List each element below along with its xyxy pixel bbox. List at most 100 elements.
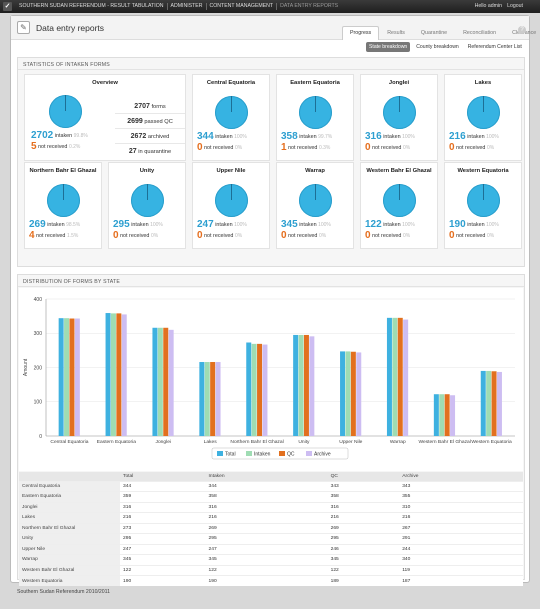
user-greeting[interactable]: Hello admin [474,3,502,9]
x-tick-label: Jonglei [156,439,172,445]
not-received-percent: 0% [234,145,243,151]
table-cell-archive: 244 [399,543,523,555]
intaken-count: 358 [281,131,298,142]
table-cell-total: 344 [120,480,206,492]
intaken-stat: 247 intaken 100% [197,219,247,230]
not-received-count: 0 [449,230,455,241]
app-logo-icon[interactable]: ✓ [3,2,12,11]
tab-progress[interactable]: Progress [342,26,380,40]
not-received-stat: 5 not received 0.2% [31,141,80,152]
intaken-stat: 344 intaken 100% [197,131,247,142]
legend-swatch-total [217,451,223,456]
not-received-stat: 1 not received 0.3% [281,142,330,153]
y-tick-label: 100 [34,400,43,406]
table-cell-total: 295 [120,533,206,544]
logout-link[interactable]: Logout [507,3,523,9]
tab-reconciliation[interactable]: Reconciliation [463,30,497,36]
intaken-stat: 190 intaken 100% [449,219,499,230]
not-received-percent: 0% [150,233,159,239]
table-cell-total: 359 [120,491,206,502]
bar-intaken [64,318,70,436]
tab-results[interactable]: Results [387,30,405,36]
intaken-count: 216 [449,131,466,142]
subtab-state-breakdown[interactable]: State breakdown [366,42,411,52]
subtab-referendum-center-list[interactable]: Referendum Center List [467,44,522,50]
overview-count: 2699 [127,118,143,125]
bar-archive [215,362,221,436]
bar-total [246,342,252,436]
intaken-stat: 345 intaken 100% [281,219,331,230]
table-cell-intaken: 358 [205,491,328,502]
state-card-unity: Unity 295 intaken 100% 0 not received 0% [108,162,186,249]
row-label: Jonglei [19,501,120,513]
legend-label-total: Total [225,451,236,457]
main-panel: ✎ Data entry reports Progress Results Qu… [10,15,536,586]
intaken-stat: 269 intaken 98.5% [29,219,80,230]
table-cell-total: 273 [120,522,206,534]
statistics-header: STATISTICS OF INTAKEN FORMS [18,58,524,70]
x-tick-label: Central Equatoria [50,439,88,445]
column-header: QC [327,472,400,481]
intaken-stat: 216 intaken 100% [449,131,499,142]
not-received-label: not received [372,145,402,151]
not-received-label: not received [120,233,150,239]
row-label: Western Equatoria [19,575,120,586]
card-title: Western Bahr El Ghazal [366,168,432,174]
bar-intaken [157,327,163,436]
intaken-count: 316 [365,131,382,142]
table-cell-archive: 355 [399,491,523,502]
table-cell-total: 122 [120,564,206,576]
state-card-western-bahr-el-ghazal: Western Bahr El Ghazal 122 intaken 100% 0 … [360,162,438,249]
intaken-count: 247 [197,219,214,230]
not-received-percent: 0% [234,233,243,239]
card-title: Northern Bahr El Ghazal [29,168,97,174]
not-received-stat: 0 not received 0% [365,142,410,153]
x-tick-label: Western Bahr El Ghazal [418,439,470,445]
bar-intaken [298,334,304,436]
legend-swatch-archive [306,451,312,456]
pie-chart-icon [467,184,500,217]
not-received-count: 0 [365,142,371,153]
not-received-count: 0 [197,230,203,241]
subtab-county-breakdown[interactable]: County breakdown [416,44,459,50]
row-label: Upper Nile [19,543,120,555]
table-row: Unity 295 295 295 291 [19,533,523,544]
intaken-label: intaken [299,222,317,228]
bar-qc [116,313,122,436]
table-cell-archive: 291 [399,533,523,544]
card-title: Lakes [474,80,492,86]
help-icon[interactable]: ? [518,26,526,34]
table-cell-archive: 187 [399,575,523,586]
not-received-percent: 1.5% [66,233,79,239]
pie-chart-icon [299,184,332,217]
page-header: ✎ Data entry reports Progress Results Qu… [11,16,536,40]
top-nav: SOUTHERN SUDAN REFERENDUM - RESULT TABUL… [16,3,341,10]
distribution-table: Total Intaken QC Archive Central Equatoria 3… [19,472,523,586]
pie-chart-icon [131,184,164,217]
intaken-stat: 2702 intaken 99.8% [31,130,88,141]
nav-item-content-management[interactable]: CONTENT MANAGEMENT [207,3,278,10]
table-cell-qc: 358 [327,491,400,502]
table-row: Central Equatoria 344 344 343 343 [19,480,523,492]
bar-intaken [345,351,351,436]
nav-item-administer[interactable]: ADMINISTER [168,3,207,10]
not-received-stat: 0 not received 0% [449,230,494,241]
overview-list: 2707 forms 2699 passed QC 2672 archived 27 … [115,99,185,158]
top-bar: ✓ SOUTHERN SUDAN REFERENDUM - RESULT TAB… [0,0,540,13]
table-cell-total: 316 [120,501,206,513]
column-header: Intaken [205,472,328,481]
card-title: Unity [139,168,155,174]
bar-qc [491,371,497,436]
tab-quarantine[interactable]: Quarantine [420,30,448,36]
table-cell-qc: 122 [327,564,400,576]
bar-total [58,318,64,436]
bar-qc [303,334,309,436]
nav-item-data-entry-reports[interactable]: DATA ENTRY REPORTS [280,3,339,9]
table-header-row: Total Intaken QC Archive [19,472,523,481]
bar-qc [350,351,356,436]
not-received-label: not received [372,233,402,239]
pie-chart-icon [47,184,80,217]
bar-total [340,351,346,436]
y-tick-label: 0 [39,434,42,440]
nav-item-home[interactable]: SOUTHERN SUDAN REFERENDUM - RESULT TABUL… [16,3,168,10]
